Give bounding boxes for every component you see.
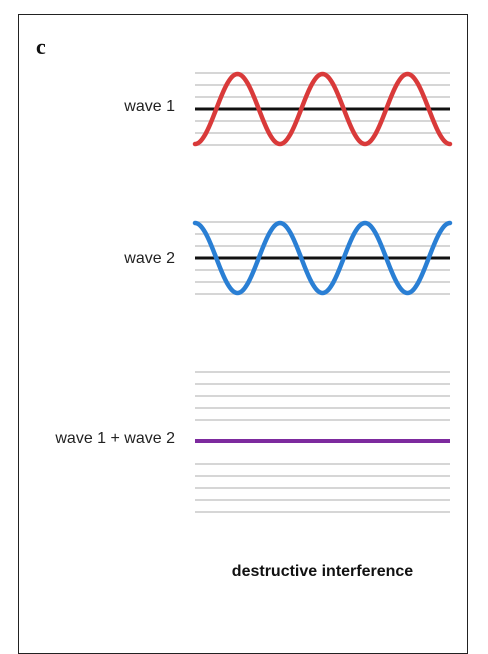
wave-diagram <box>192 71 453 513</box>
sum-wave-gridlines <box>195 371 450 513</box>
wave-1-label: wave 1 <box>124 98 175 115</box>
sum-wave-label: wave 1 + wave 2 <box>55 430 175 447</box>
wave-2-curve <box>192 220 453 296</box>
wave-2-label: wave 2 <box>124 250 175 267</box>
panel-label: c <box>36 34 46 59</box>
wave-1-curve <box>192 71 453 147</box>
caption: destructive interference <box>231 563 414 580</box>
